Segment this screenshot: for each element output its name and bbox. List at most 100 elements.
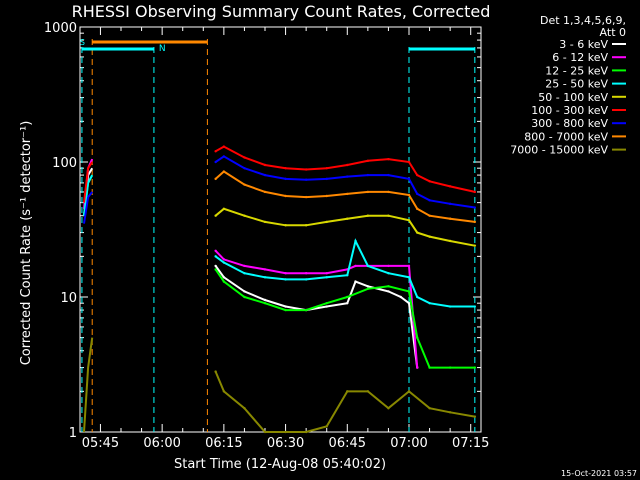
legend-header: Det 1,3,4,5,6,9,: [540, 14, 626, 27]
x-tick-label: 06:00: [143, 436, 180, 451]
data-point: [407, 160, 411, 164]
data-point: [354, 280, 357, 283]
data-point: [366, 190, 370, 194]
data-point: [346, 217, 349, 220]
data-point: [325, 272, 328, 275]
data-point: [325, 166, 328, 170]
data-point: [407, 276, 411, 279]
data-point: [416, 173, 419, 177]
data-point: [407, 390, 411, 393]
data-point: [284, 305, 287, 308]
data-point: [473, 244, 477, 247]
y-tick-label: 100: [52, 156, 77, 171]
series-initial-segment: [83, 191, 93, 224]
data-point: [416, 366, 419, 369]
data-point: [284, 166, 287, 170]
data-point: [366, 264, 370, 268]
data-point: [284, 272, 287, 275]
series-line: [215, 145, 476, 193]
data-point: [407, 177, 411, 181]
top-bar-label: S: [80, 38, 85, 47]
data-point: [387, 214, 390, 217]
data-point: [448, 202, 452, 206]
data-point: [346, 274, 349, 277]
data-point: [473, 415, 477, 418]
x-tick-label: 07:00: [390, 436, 427, 451]
data-point: [428, 301, 431, 305]
data-point: [263, 220, 267, 224]
data-point: [428, 180, 431, 183]
data-point: [346, 295, 349, 299]
x-tick-label: 05:45: [82, 436, 119, 451]
data-point: [428, 366, 431, 369]
y-tick-label: 1: [69, 426, 77, 441]
data-point: [448, 217, 452, 220]
data-point: [304, 430, 308, 434]
data-point: [222, 390, 226, 393]
data-point: [243, 272, 246, 275]
data-point: [325, 194, 328, 198]
data-point: [366, 214, 370, 217]
data-point: [284, 430, 287, 434]
data-point: [304, 224, 308, 227]
legend-entry: 3 - 6 keV: [559, 38, 608, 51]
data-point: [448, 239, 452, 243]
series-line: [214, 268, 475, 369]
data-point: [304, 272, 308, 275]
data-point: [263, 163, 267, 167]
data-point: [284, 224, 287, 227]
data-point: [448, 305, 452, 308]
legend-entry: 100 - 300 keV: [531, 104, 608, 117]
data-point: [325, 177, 328, 181]
footer-timestamp: 15-Oct-2021 03:57: [561, 469, 637, 478]
data-point: [304, 278, 308, 281]
data-point: [387, 190, 390, 194]
data-point: [214, 264, 217, 268]
series-line: [214, 207, 475, 247]
legend-entry: 12 - 25 keV: [545, 64, 608, 77]
data-point: [222, 207, 226, 211]
data-point: [214, 177, 217, 181]
x-axis-label: Start Time (12-Aug-08 05:40:02): [174, 457, 386, 472]
data-point: [473, 305, 477, 308]
data-point: [304, 178, 308, 181]
data-point: [416, 231, 419, 234]
data-point: [416, 207, 419, 211]
data-point: [428, 214, 431, 217]
data-point: [366, 159, 370, 163]
data-point: [407, 264, 411, 268]
plot-area: 1 10 100 1000 05:45 06:00 06:15 06:30 06:45 07:00…: [44, 21, 490, 451]
data-point: [325, 220, 328, 224]
data-point: [407, 219, 411, 222]
x-tick-label: 07:15: [452, 436, 489, 451]
data-point: [366, 285, 370, 288]
data-point: [222, 145, 226, 148]
series-line: [214, 170, 475, 223]
data-point: [263, 301, 267, 305]
data-point: [325, 425, 328, 428]
data-point: [416, 336, 419, 339]
data-point: [325, 305, 328, 308]
data-point: [263, 173, 267, 177]
data-point: [214, 160, 217, 164]
data-point: [263, 276, 267, 279]
data-point: [222, 155, 226, 158]
x-tick-label: 06:45: [329, 436, 366, 451]
data-point: [222, 170, 226, 173]
data-point: [284, 278, 287, 281]
top-bar-label: N: [159, 44, 166, 54]
legend-entry: 800 - 7000 keV: [524, 130, 608, 143]
data-point: [416, 192, 419, 196]
data-point: [387, 173, 390, 177]
data-point: [222, 280, 226, 283]
x-tick-label: 06:15: [205, 436, 242, 451]
series-line: [214, 371, 475, 433]
chart-title: RHESSI Observing Summary Count Rates, Co…: [72, 2, 491, 21]
legend-entry: 25 - 50 keV: [545, 78, 608, 91]
data-point: [428, 235, 431, 238]
legend-entry: 6 - 12 keV: [552, 51, 608, 64]
data-point: [473, 220, 477, 224]
data-point: [473, 366, 477, 369]
data-point: [304, 195, 308, 199]
